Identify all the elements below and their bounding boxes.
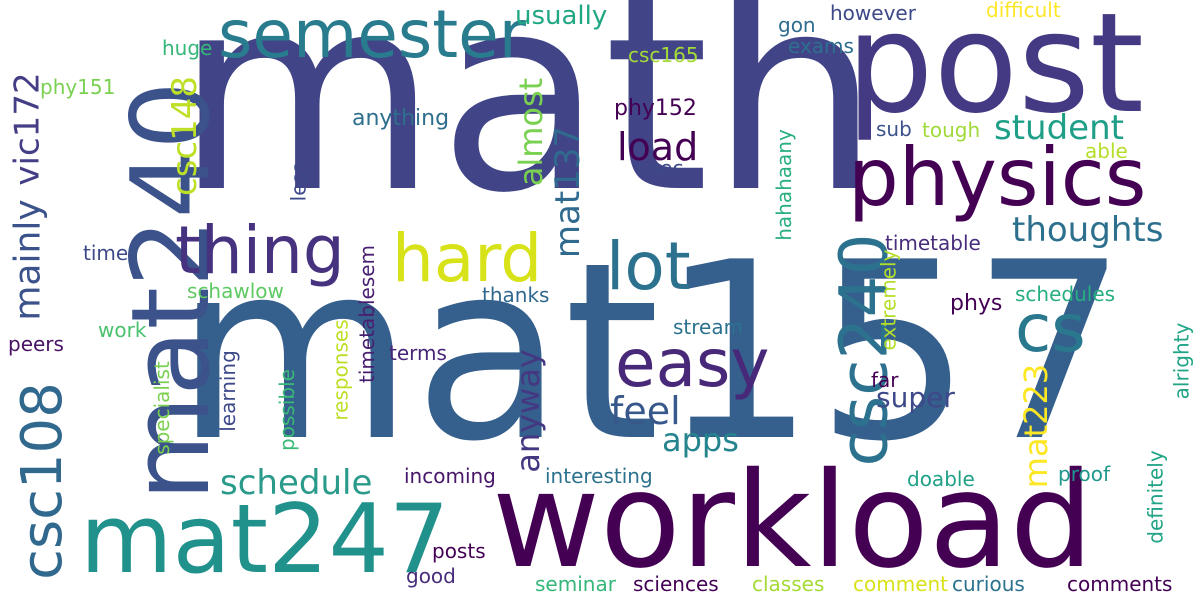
word-phy151: phy151 — [40, 75, 116, 99]
word-peers: peers — [8, 332, 64, 356]
word-work: work — [98, 318, 147, 342]
word-mainly: mainly — [7, 199, 49, 321]
word-doable: doable — [907, 467, 975, 491]
word-post: post — [846, 0, 1145, 144]
word-curious: curious — [952, 572, 1025, 596]
word-hahahaany: hahahaany — [771, 129, 796, 241]
word-almost: almost — [512, 77, 551, 187]
word-thoughts: thoughts — [1012, 210, 1164, 250]
word-posts: posts — [432, 539, 486, 563]
word-time: time — [83, 241, 129, 265]
word-schedule: schedule — [220, 463, 373, 503]
word-spec: spec — [637, 156, 684, 180]
word-phy152: phy152 — [614, 96, 697, 121]
word-lot: lot — [606, 228, 691, 305]
word-difficult: difficult — [986, 0, 1061, 22]
word-comments: comments — [1067, 572, 1173, 596]
word-definitely: definitely — [1143, 450, 1168, 544]
word-seminar: seminar — [535, 572, 616, 596]
word-easy: easy — [615, 325, 770, 402]
word-huge: huge — [162, 36, 213, 60]
word-timetablesem: timetablesem — [355, 244, 380, 384]
word-apps: apps — [662, 421, 739, 459]
word-student: student — [994, 108, 1124, 148]
word-feel: feel — [610, 389, 681, 433]
word-less: less — [286, 162, 311, 202]
word-thanks: thanks — [482, 283, 550, 307]
word-mat157: mat157 — [175, 210, 1128, 495]
word-anyway: anyway — [508, 349, 547, 473]
word-stream: stream — [673, 315, 744, 339]
word-tough: tough — [922, 118, 981, 142]
word-timetable: timetable — [885, 231, 981, 255]
word-schedules: schedules — [1015, 282, 1116, 306]
word-learning: learning — [215, 350, 240, 432]
word-alrighty: alrighty — [1169, 322, 1194, 400]
word-able: able — [1085, 139, 1128, 163]
word-super: super — [876, 381, 955, 414]
word-load: load — [617, 125, 699, 169]
word-csc108: csc108 — [9, 382, 75, 580]
word-usually: usually — [515, 1, 608, 31]
word-extremely: extremely — [876, 249, 901, 351]
word-schawlow: schawlow — [187, 279, 284, 303]
word-phys: phys — [950, 291, 1003, 316]
word-sciences: sciences — [633, 572, 719, 596]
word-proof: proof — [1058, 462, 1110, 486]
word-semester: semester — [218, 0, 526, 73]
word-classes: classes — [752, 572, 825, 596]
word-thing: thing — [175, 212, 345, 289]
word-hard: hard — [392, 220, 543, 297]
word-good: good — [406, 564, 456, 588]
word-specialist: specialist — [149, 361, 174, 455]
word-math: math — [175, 0, 881, 252]
word-anything: anything — [352, 106, 450, 131]
word-incoming: incoming — [404, 464, 496, 488]
word-terms: terms — [389, 341, 447, 365]
word-far: far — [871, 368, 899, 392]
word-interesting: interesting — [545, 464, 653, 488]
word-mat137: mat137 — [548, 125, 589, 259]
word-mat247: mat247 — [80, 485, 450, 595]
word-csc165: csc165 — [628, 43, 699, 67]
word-csc148: csc148 — [165, 76, 205, 196]
word-however: however — [830, 1, 916, 25]
word-comment: comment — [853, 572, 949, 596]
word-cs: cs — [1015, 290, 1086, 367]
word-possible: possible — [274, 369, 299, 451]
word-physics: physics — [848, 131, 1147, 224]
word-mat223: mat223 — [1017, 363, 1056, 489]
word-exams: exams — [788, 34, 854, 58]
word-sub: sub — [876, 117, 912, 141]
word-workload: workload — [492, 444, 1094, 598]
word-responses: responses — [328, 319, 353, 421]
word-gon: gon — [778, 13, 816, 37]
